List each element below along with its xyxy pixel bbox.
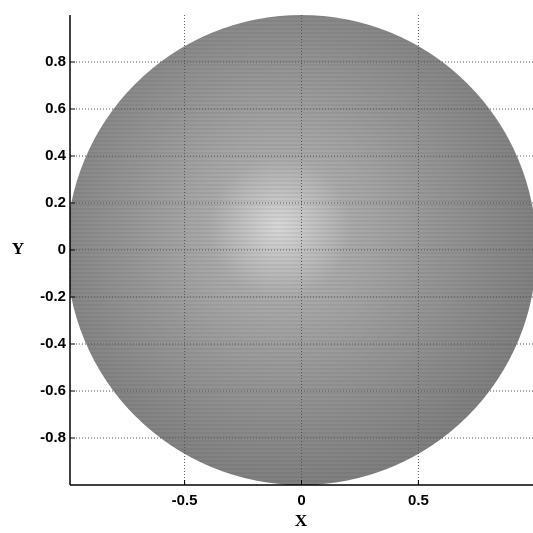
y-tick-label: -0.6 [40,382,66,399]
chart: X Y -0.5 0 0.5 -0.8 -0.6 -0.4 -0.2 0 0.2 0.4 0.6 0.… [0,0,533,533]
y-tick-label: 0.6 [45,100,66,117]
y-tick-label: 0 [58,241,66,258]
x-tick-label: 0 [297,492,305,509]
y-tick-label: -0.8 [40,429,66,446]
y-tick-label: 0.4 [45,147,67,164]
x-tick-label: 0.5 [408,492,429,509]
y-tick-label: 0.2 [45,194,66,211]
y-tick-label: 0.8 [45,53,66,70]
x-axis-label: X [295,511,308,530]
y-axis-label: Y [12,239,24,258]
y-tick-label: -0.4 [40,335,67,352]
y-tick-label: -0.2 [40,288,66,305]
x-tick-label: -0.5 [172,492,198,509]
